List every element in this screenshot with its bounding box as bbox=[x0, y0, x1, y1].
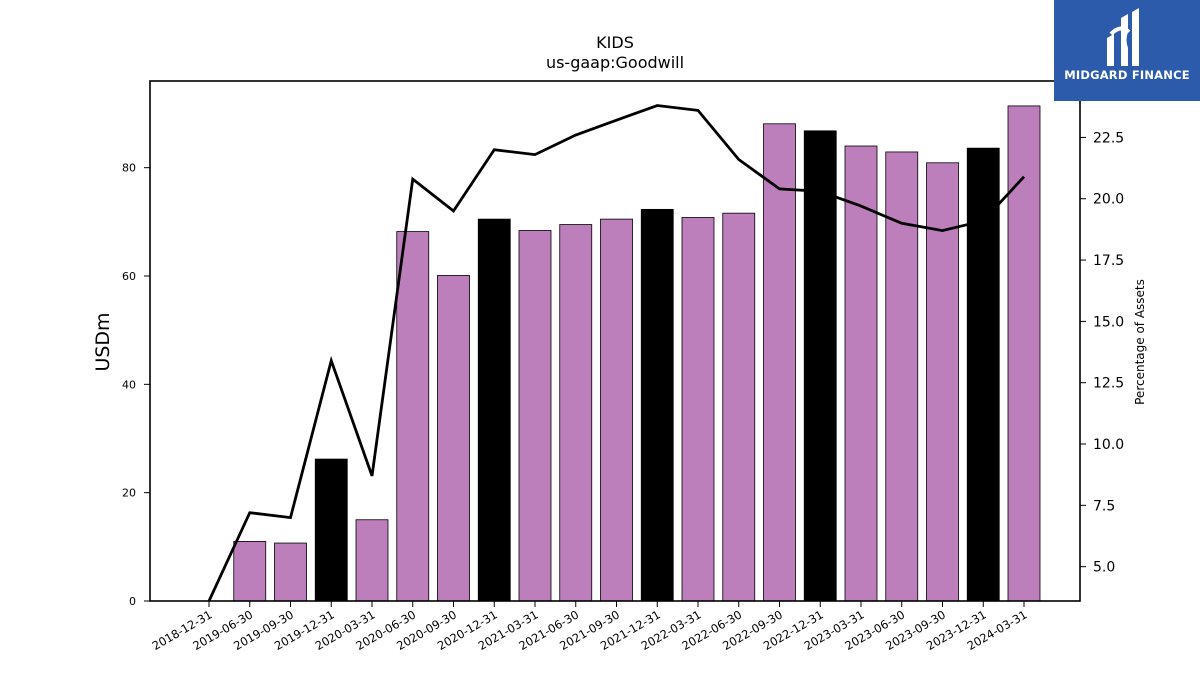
bar bbox=[1007, 105, 1041, 602]
y-axis-label: USDm bbox=[92, 312, 114, 371]
bar bbox=[763, 123, 796, 602]
y2-tick-label: 12.5 bbox=[1093, 376, 1124, 392]
bar bbox=[559, 224, 593, 602]
y2-tick-label: 20.0 bbox=[1093, 192, 1124, 208]
bars-layer bbox=[233, 105, 1041, 602]
bar bbox=[600, 218, 633, 602]
logo-text: MIDGARD FINANCE bbox=[1064, 68, 1190, 82]
bar bbox=[314, 458, 348, 602]
y2-tick-label: 17.5 bbox=[1093, 253, 1124, 269]
y2-tick-label: 7.5 bbox=[1093, 498, 1115, 514]
y-tick-label: 0 bbox=[129, 595, 136, 608]
y-tick-label: 80 bbox=[122, 162, 136, 175]
y2-axis-label: Percentage of Assets bbox=[1133, 279, 1147, 405]
y2-tick-label: 15.0 bbox=[1093, 314, 1124, 330]
y-axis: 0 20 40 60 80 bbox=[122, 162, 150, 608]
bar bbox=[396, 231, 430, 602]
bar bbox=[355, 519, 389, 602]
bar bbox=[233, 541, 267, 602]
y-tick-label: 40 bbox=[122, 378, 136, 391]
bar bbox=[722, 212, 756, 602]
midgard-finance-logo: MIDGARD FINANCE bbox=[1054, 0, 1200, 101]
plot-frame bbox=[149, 80, 1081, 602]
y2-tick-label: 10.0 bbox=[1093, 437, 1124, 453]
chart-title: KIDS bbox=[596, 33, 634, 52]
bar bbox=[803, 130, 837, 602]
chart-subtitle: us-gaap:Goodwill bbox=[546, 53, 684, 72]
line-layer bbox=[207, 104, 1026, 601]
bar bbox=[640, 208, 674, 602]
y2-tick-label: 22.5 bbox=[1093, 130, 1124, 146]
y-tick-label: 20 bbox=[122, 487, 136, 500]
bar bbox=[274, 542, 307, 602]
bar bbox=[966, 147, 1000, 602]
bar bbox=[681, 217, 715, 602]
y-tick-label: 60 bbox=[122, 270, 136, 283]
y2-tick-label: 5.0 bbox=[1093, 560, 1115, 576]
x-axis: 2018-12-312019-06-302019-09-302019-12-31… bbox=[150, 601, 1030, 653]
bar bbox=[437, 275, 470, 602]
y2-axis: 5.0 7.5 10.0 12.5 15.0 17.5 20.0 22.5 bbox=[1080, 130, 1124, 576]
logo-mark-icon bbox=[1107, 8, 1139, 66]
bar bbox=[477, 218, 511, 602]
bar bbox=[844, 145, 878, 602]
bar bbox=[926, 162, 959, 602]
bar bbox=[885, 151, 919, 602]
percentage-line bbox=[207, 104, 1026, 601]
bar bbox=[518, 230, 552, 602]
